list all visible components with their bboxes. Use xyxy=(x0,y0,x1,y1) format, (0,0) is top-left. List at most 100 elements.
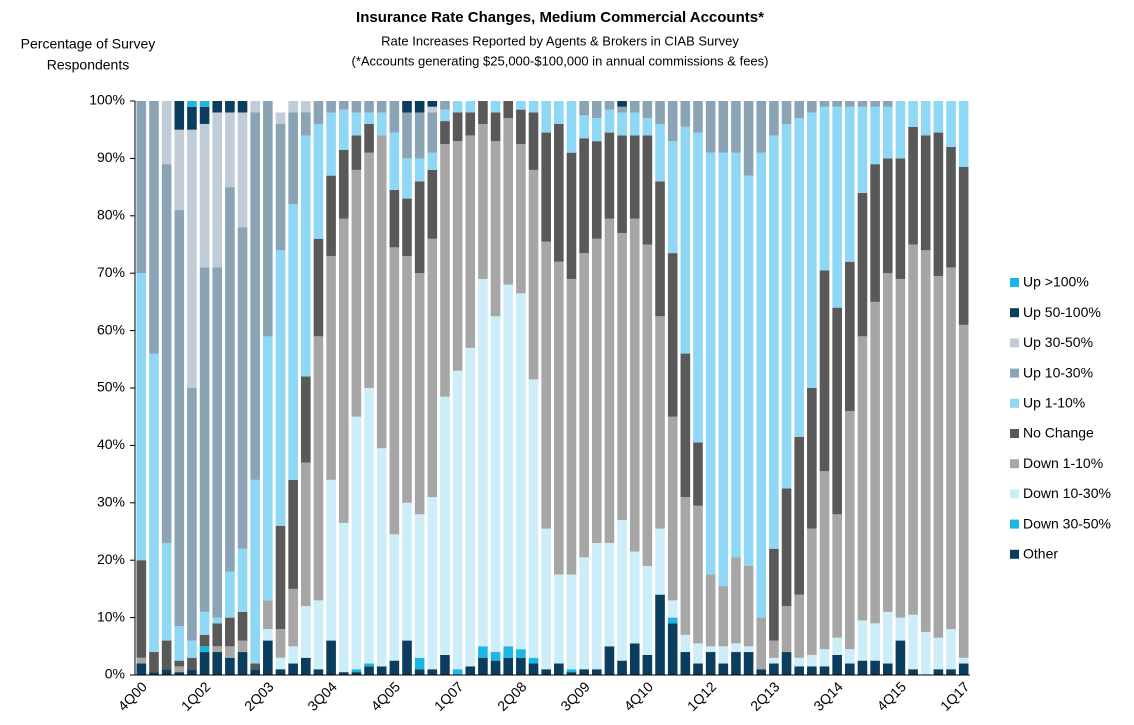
bar-segment xyxy=(452,101,463,113)
bar-segment xyxy=(819,101,830,107)
bar-segment xyxy=(490,316,501,653)
x-tick-label: 4Q15 xyxy=(874,678,910,714)
bar-segment xyxy=(427,101,438,107)
bar-segment xyxy=(490,652,501,661)
bar-segment xyxy=(300,462,311,607)
bar-segment xyxy=(642,135,653,245)
bar-segment xyxy=(781,606,792,653)
bar-segment xyxy=(718,152,729,587)
bar-segment xyxy=(920,135,931,251)
bar-segment xyxy=(680,101,691,127)
bar-segment xyxy=(237,227,248,549)
legend-swatch xyxy=(1010,429,1019,438)
bar-segment xyxy=(300,376,311,463)
bar-segment xyxy=(807,101,817,113)
bar-segment xyxy=(958,167,969,325)
bar-segment xyxy=(313,101,324,124)
bar-segment xyxy=(351,672,362,675)
y-tick-label: 40% xyxy=(97,436,125,452)
bar-segment xyxy=(389,534,400,661)
bar-segment xyxy=(338,149,349,219)
bar-segment xyxy=(933,132,944,277)
bar-segment xyxy=(452,141,463,371)
bar-segment xyxy=(199,611,210,635)
bar-segment xyxy=(338,522,349,673)
bar-segment xyxy=(794,666,805,675)
bar-segment xyxy=(857,106,868,193)
bar-segment xyxy=(667,600,678,618)
legend-label: Up 1-10% xyxy=(1023,395,1085,411)
bar-segment xyxy=(237,652,248,675)
bar-segment xyxy=(288,101,298,113)
bar-segment xyxy=(427,169,438,239)
bar-segment xyxy=(199,123,210,268)
bar-segment xyxy=(895,640,906,675)
bar-segment xyxy=(933,276,944,638)
y-tick-label: 70% xyxy=(97,264,125,280)
y-tick-label: 30% xyxy=(97,494,125,510)
bar-segment xyxy=(629,112,640,136)
bar-segment xyxy=(832,101,842,107)
bar-segment xyxy=(617,233,627,521)
bar-segment xyxy=(187,106,197,130)
bar-segment xyxy=(870,660,880,675)
bar-segment xyxy=(427,669,438,675)
bar-segment xyxy=(364,666,374,675)
bar-segment xyxy=(667,101,678,142)
bar-segment xyxy=(882,106,893,159)
bar-segment xyxy=(237,101,248,113)
bar-segment xyxy=(845,663,855,675)
y-tick-label: 50% xyxy=(97,379,125,395)
bar-segment xyxy=(452,370,463,670)
bar-segment xyxy=(149,672,159,675)
bar-segment xyxy=(225,657,235,675)
bar-segment xyxy=(528,169,539,380)
bar-segment xyxy=(566,278,577,575)
bar-segment xyxy=(629,643,640,675)
bar-segment xyxy=(895,278,906,618)
bar-segment xyxy=(300,135,311,377)
bar-segment xyxy=(490,660,501,675)
bar-segment xyxy=(718,101,729,153)
bar-segment xyxy=(642,565,653,655)
bar-segment xyxy=(187,640,197,658)
bar-segment xyxy=(579,115,589,139)
bar-segment xyxy=(161,669,172,675)
bar-segment xyxy=(794,594,805,658)
bar-segment xyxy=(326,112,336,176)
bar-segment xyxy=(705,101,716,153)
bar-segment xyxy=(591,141,602,239)
bar-segment xyxy=(832,106,842,308)
bar-segment xyxy=(414,514,425,658)
bar-segment xyxy=(465,135,476,348)
bar-segment xyxy=(199,267,210,612)
bar-segment xyxy=(958,657,969,664)
bar-segment xyxy=(225,617,235,647)
bar-segment xyxy=(528,657,539,664)
bar-segment xyxy=(516,144,526,294)
bar-segment xyxy=(187,129,197,388)
bar-segment xyxy=(604,542,615,647)
bar-segment xyxy=(516,649,526,658)
bar-segment xyxy=(705,652,716,675)
bar-segment xyxy=(933,637,944,670)
bar-segment xyxy=(174,626,185,661)
bar-segment xyxy=(933,669,944,675)
bar-segment xyxy=(908,101,918,127)
bar-segment xyxy=(212,112,223,268)
bar-segment xyxy=(832,514,842,638)
bar-segment xyxy=(591,542,602,670)
bar-segment xyxy=(414,657,425,670)
x-tick-label: 2Q03 xyxy=(241,678,277,714)
bar-segment xyxy=(541,669,551,675)
bar-segment xyxy=(882,158,893,274)
bar-segment xyxy=(819,666,830,675)
bar-segment xyxy=(680,126,691,354)
bar-segment xyxy=(769,657,779,664)
bar-segment xyxy=(149,353,159,653)
bar-segment xyxy=(326,175,336,256)
bar-segment xyxy=(161,101,172,165)
legend-label: Up 50-100% xyxy=(1023,304,1101,320)
bar-segment xyxy=(946,629,956,670)
legend-swatch xyxy=(1010,308,1019,318)
